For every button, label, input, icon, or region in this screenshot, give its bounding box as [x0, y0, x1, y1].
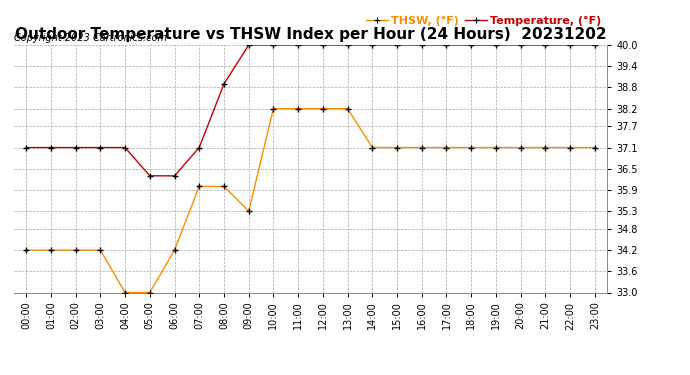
Text: Copyright 2023 Cartronics.com: Copyright 2023 Cartronics.com — [14, 33, 167, 42]
Legend: THSW, (°F), Temperature, (°F): THSW, (°F), Temperature, (°F) — [366, 16, 602, 26]
Title: Outdoor Temperature vs THSW Index per Hour (24 Hours)  20231202: Outdoor Temperature vs THSW Index per Ho… — [14, 27, 607, 42]
